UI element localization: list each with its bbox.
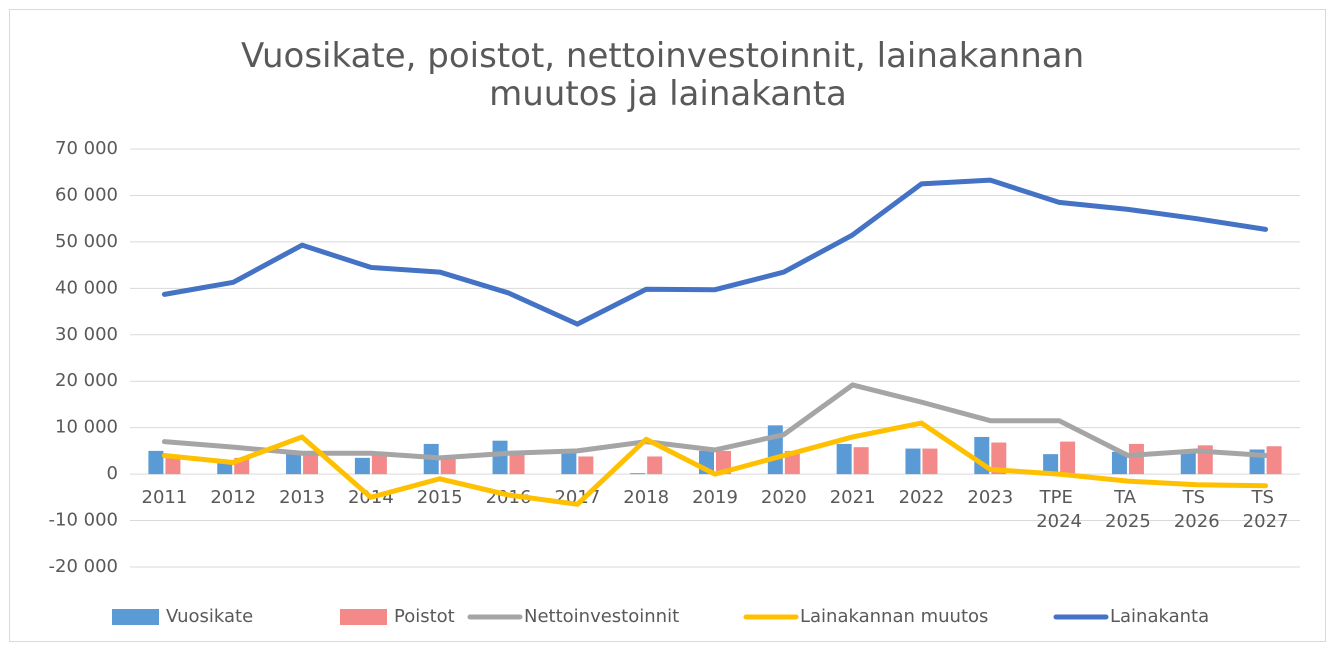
y-tick-label: 50 000 (55, 231, 118, 252)
y-tick-label: 10 000 (55, 417, 118, 438)
y-tick-label: -10 000 (49, 510, 118, 531)
bar (303, 453, 319, 475)
bar (509, 453, 525, 475)
bar (647, 456, 663, 475)
x-tick-label: TS 2026 (1174, 487, 1220, 532)
bar (148, 450, 164, 475)
y-tick-label: 30 000 (55, 324, 118, 345)
legend-label: Lainakanta (1110, 606, 1209, 627)
bar (578, 456, 594, 475)
x-tick-label: TPE 2024 (1036, 487, 1082, 532)
bar (922, 448, 938, 475)
legend-label: Nettoinvestoinnit (524, 606, 679, 627)
bar (853, 447, 869, 475)
bar (492, 440, 508, 475)
y-tick-label: 60 000 (55, 184, 118, 205)
bar (905, 448, 921, 475)
x-tick-label: 2022 (899, 487, 945, 508)
chart-frame (9, 9, 1326, 642)
x-tick-label: TA 2025 (1105, 487, 1151, 532)
bar (286, 453, 302, 475)
line-series (161, 420, 1269, 507)
bar (1111, 451, 1127, 475)
x-tick-label: 2011 (142, 487, 188, 508)
y-tick-label: 0 (107, 463, 118, 484)
bar (1060, 441, 1076, 475)
x-tick-label: 2020 (761, 487, 807, 508)
x-tick-label: 2018 (623, 487, 669, 508)
legend-label: Lainakannan muutos (800, 606, 988, 627)
legend-label: Vuosikate (166, 606, 253, 627)
bar (836, 443, 852, 475)
x-tick-label: 2019 (692, 487, 738, 508)
bar (1043, 454, 1059, 475)
chart-title: Vuosikate, poistot, nettoinvestoinnit, l… (241, 36, 1095, 114)
bar (354, 457, 370, 475)
bar (217, 462, 233, 475)
x-tick-label: 2013 (279, 487, 325, 508)
x-tick-label: 2023 (967, 487, 1013, 508)
legend-swatch (112, 609, 159, 625)
bar (1180, 451, 1196, 475)
bar (165, 455, 181, 475)
bar (1266, 446, 1282, 475)
bar (630, 473, 646, 475)
y-tick-label: 20 000 (55, 370, 118, 391)
y-tick-label: -20 000 (49, 556, 118, 577)
legend-swatch (340, 609, 387, 625)
bar (561, 453, 577, 475)
bar (371, 455, 387, 475)
bar (1128, 443, 1144, 475)
x-tick-label: 2015 (417, 487, 463, 508)
x-tick-label: 2012 (210, 487, 256, 508)
y-tick-label: 70 000 (55, 138, 118, 159)
x-tick-label: TS 2027 (1243, 487, 1289, 532)
x-tick-label: 2021 (830, 487, 876, 508)
line-series (161, 382, 1269, 461)
line-series (161, 177, 1269, 327)
legend-label: Poistot (394, 606, 455, 627)
bar (440, 457, 456, 475)
bar (991, 442, 1007, 475)
y-tick-label: 40 000 (55, 277, 118, 298)
bar (767, 425, 783, 475)
